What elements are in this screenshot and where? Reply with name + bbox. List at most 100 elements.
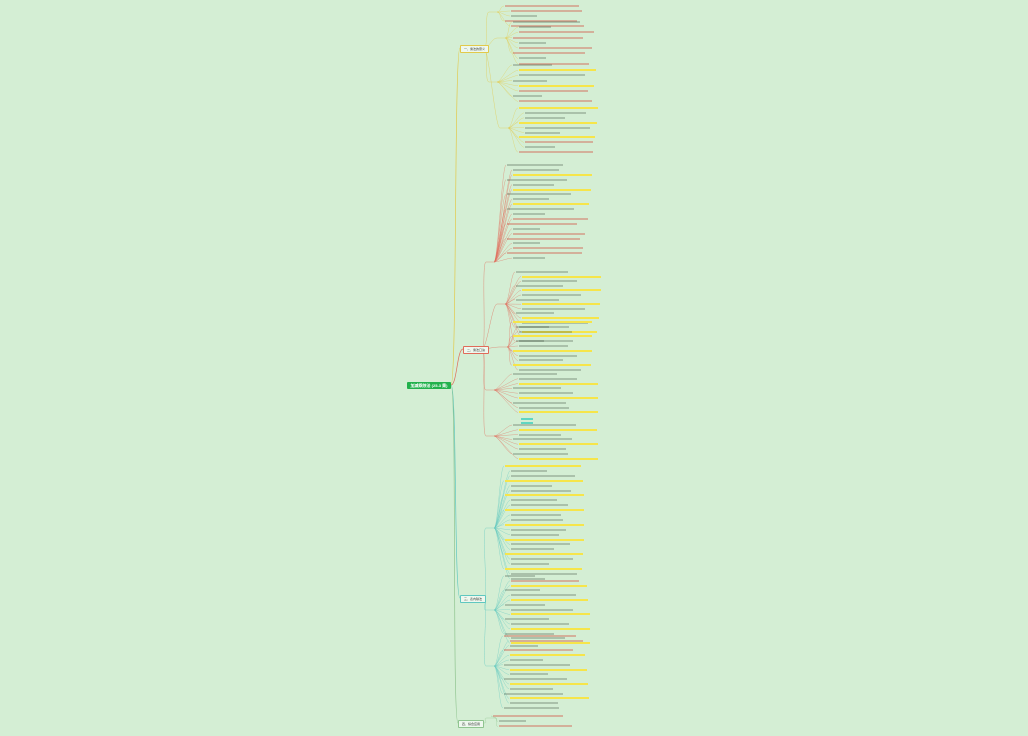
- leaf-text: [522, 275, 601, 278]
- leaf-text: [519, 107, 598, 109]
- leaf-text: [504, 707, 559, 709]
- leaf-text: [513, 64, 552, 66]
- leaf-connector: [506, 321, 513, 348]
- topic-node-t1[interactable]: 一、乘法的意义: [460, 45, 490, 53]
- leaf-connector: [493, 665, 510, 675]
- root-node[interactable]: 加减乘除法 (25-3 乘): [407, 382, 451, 389]
- leaf-connector: [493, 465, 505, 529]
- leaf-text: [511, 627, 590, 630]
- leaf-connector: [493, 429, 519, 437]
- leaf-text: [519, 359, 563, 362]
- leaf-text: [511, 474, 575, 477]
- leaf-connector: [504, 303, 516, 342]
- leaf-connector: [493, 575, 505, 611]
- leaf-connector: [507, 127, 525, 133]
- topic-node-t4[interactable]: 四、综合应用: [458, 720, 485, 728]
- leaf-connector: [493, 424, 513, 437]
- leaf-connector: [496, 5, 505, 13]
- leaf-connector: [493, 650, 504, 667]
- leaf-connector: [493, 435, 519, 450]
- leaf-connector: [504, 303, 522, 319]
- leaf-connector: [493, 665, 504, 709]
- topic-connector: [450, 384, 461, 599]
- leaf-connector: [496, 11, 511, 27]
- leaf-text: [519, 90, 588, 92]
- leaf-connector: [506, 346, 519, 371]
- leaf-text: [516, 340, 544, 342]
- leaf-text: [519, 411, 598, 414]
- leaf-text: [522, 294, 581, 296]
- leaf-text: [511, 504, 568, 507]
- leaf-text: [499, 720, 526, 723]
- leaf-text: [513, 364, 591, 367]
- highlight-box: [521, 418, 533, 420]
- leaf-text: [513, 227, 540, 230]
- leaf-text: [511, 484, 552, 487]
- leaf-text: [510, 697, 589, 700]
- sub-connector: [481, 348, 487, 437]
- leaf-text: [507, 193, 571, 196]
- leaf-text: [505, 509, 584, 512]
- leaf-text: [511, 594, 576, 597]
- leaf-text: [507, 208, 574, 211]
- leaf-connector: [493, 389, 519, 413]
- leaf-connector: [504, 271, 516, 305]
- leaf-connector: [504, 37, 519, 49]
- leaf-text: [511, 518, 563, 521]
- leaf-text: [493, 715, 563, 717]
- leaf-connector: [496, 70, 519, 83]
- leaf-connector: [494, 717, 499, 727]
- leaf-text: [519, 330, 572, 333]
- leaf-text: [511, 489, 571, 492]
- leaf-text: [513, 95, 542, 98]
- leaf-text: [513, 247, 583, 250]
- leaf-text: [519, 340, 573, 343]
- leaf-text: [513, 257, 545, 260]
- leaf-text: [510, 687, 553, 690]
- leaf-text: [505, 538, 584, 541]
- leaf-text: [519, 69, 596, 72]
- leaf-text: [511, 577, 545, 580]
- leaf-connector: [493, 609, 511, 629]
- leaf-connector: [493, 389, 519, 394]
- leaf-text: [519, 428, 597, 431]
- leaf-text: [504, 663, 570, 666]
- leaf-text: [519, 151, 593, 154]
- leaf-connector: [496, 81, 519, 102]
- leaf-text: [519, 406, 569, 409]
- leaf-text: [505, 575, 535, 577]
- leaf-text: [519, 448, 566, 450]
- leaf-text: [519, 354, 577, 357]
- leaf-text: [513, 188, 591, 191]
- leaf-text: [522, 330, 597, 333]
- topic-node-t2[interactable]: 二、乘法口诀: [463, 346, 490, 354]
- leaf-text: [522, 307, 585, 310]
- leaf-text: [513, 242, 540, 245]
- leaf-connector: [496, 64, 513, 83]
- leaf-connector: [493, 373, 513, 391]
- leaf-text: [511, 10, 582, 12]
- leaf-connector: [493, 495, 505, 529]
- leaf-connector: [493, 434, 519, 437]
- topic-node-t3[interactable]: 三、表内除法: [460, 595, 487, 603]
- leaf-text: [525, 111, 586, 114]
- leaf-connector: [506, 345, 519, 348]
- leaf-connector: [493, 480, 505, 529]
- leaf-text: [511, 642, 590, 645]
- leaf-text: [516, 271, 568, 273]
- leaf-text: [519, 443, 598, 446]
- leaf-text: [519, 369, 581, 371]
- leaf-text: [511, 558, 573, 561]
- leaf-text: [513, 52, 585, 55]
- leaf-text: [505, 567, 582, 570]
- leaf-connector: [493, 609, 511, 644]
- leaf-text: [513, 321, 592, 323]
- leaf-text: [507, 178, 567, 181]
- leaf-text: [510, 654, 585, 657]
- leaf-text: [519, 84, 594, 87]
- leaf-text: [511, 613, 590, 616]
- leaf-text: [513, 387, 561, 390]
- leaf-text: [499, 725, 572, 728]
- leaf-text: [505, 20, 577, 22]
